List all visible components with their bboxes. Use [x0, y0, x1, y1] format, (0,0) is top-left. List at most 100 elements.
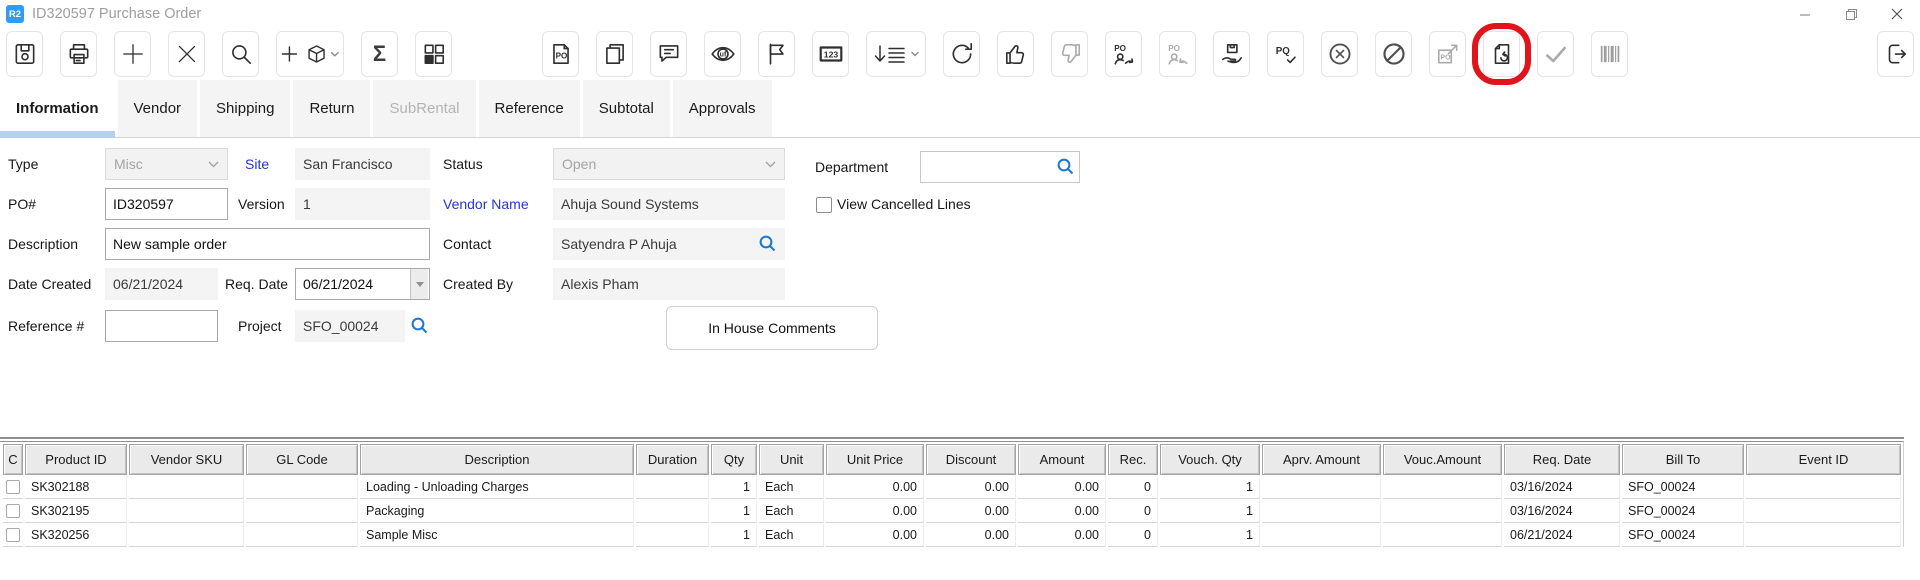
tab-return[interactable]: Return [293, 80, 371, 137]
po-revert-button[interactable]: PO [1159, 31, 1196, 77]
receive-goods-button[interactable] [1213, 31, 1250, 77]
po-number-input[interactable] [105, 188, 228, 220]
approve-thumbs-up-button[interactable] [997, 31, 1034, 77]
col-header-amount[interactable]: Amount [1018, 444, 1106, 475]
col-header-bill-to[interactable]: Bill To [1622, 444, 1744, 475]
col-header-description[interactable]: Description [360, 444, 634, 475]
delete-button[interactable] [168, 31, 205, 77]
tab-subrental: SubRental [373, 80, 476, 137]
tab-approvals[interactable]: Approvals [672, 80, 772, 137]
flag-button[interactable] [758, 31, 795, 77]
col-header-qty[interactable]: Qty [711, 444, 757, 475]
row-checkbox[interactable] [6, 480, 20, 494]
po-document-icon: PO [552, 43, 569, 65]
col-header-product-id[interactable]: Product ID [25, 444, 127, 475]
reference-number-input[interactable] [105, 310, 218, 342]
po-forward-button[interactable]: PO [1105, 31, 1142, 77]
row-checkbox[interactable] [6, 528, 20, 542]
exit-button[interactable] [1877, 31, 1914, 77]
description-input[interactable] [105, 228, 430, 260]
project-search-icon[interactable] [410, 316, 429, 338]
table-row[interactable]: SK302188 Loading - Unloading Charges 1 E… [3, 476, 1903, 499]
row-checkbox[interactable] [6, 504, 20, 518]
cell-duration [636, 500, 709, 523]
col-header-unit[interactable]: Unit [759, 444, 824, 475]
add-product-cube-icon [281, 45, 339, 63]
barcode-button[interactable] [1591, 31, 1628, 77]
department-input[interactable] [920, 151, 1080, 183]
uf-view-button[interactable]: uf [704, 31, 741, 77]
sum-button[interactable]: Σ [361, 31, 398, 77]
grid-header-row: C Product ID Vendor SKU GL Code Descript… [3, 444, 1903, 475]
comment-button[interactable] [650, 31, 687, 77]
cell-description: Loading - Unloading Charges [360, 476, 634, 499]
minimize-button[interactable] [1782, 0, 1828, 28]
approve-check-button[interactable] [1537, 31, 1574, 77]
close-button[interactable] [1874, 0, 1920, 28]
col-header-req-date[interactable]: Req. Date [1504, 444, 1620, 475]
view-cancelled-checkbox[interactable] [816, 197, 832, 213]
po-export-button[interactable]: PO [1429, 31, 1466, 77]
restore-button[interactable] [1828, 0, 1874, 28]
grid-view-button[interactable] [415, 31, 452, 77]
col-header-event-id[interactable]: Event ID [1746, 444, 1901, 475]
refresh-button[interactable] [943, 31, 980, 77]
tab-vendor[interactable]: Vendor [117, 80, 198, 137]
sort-icon [874, 45, 919, 63]
cancel-circle-button[interactable] [1321, 31, 1358, 77]
tab-information[interactable]: Information [0, 80, 115, 138]
po-document-button[interactable]: PO [542, 31, 579, 77]
req-date-input[interactable] [296, 269, 410, 299]
cell-vouch-qty: 1 [1160, 476, 1260, 499]
numbering-button[interactable]: 123 [812, 31, 849, 77]
cell-req-date: 06/21/2024 [1504, 524, 1620, 547]
col-header-rec[interactable]: Rec. [1108, 444, 1158, 475]
contact-search-icon[interactable] [758, 234, 777, 256]
sort-button[interactable] [866, 31, 926, 77]
vendor-name-label[interactable]: Vendor Name [443, 196, 529, 212]
col-header-vouch-qty[interactable]: Vouch. Qty [1160, 444, 1260, 475]
site-label[interactable]: Site [245, 156, 270, 172]
cell-description: Sample Misc [360, 524, 634, 547]
tab-subtotal[interactable]: Subtotal [582, 80, 670, 137]
tab-shipping[interactable]: Shipping [200, 80, 291, 137]
date-created-label: Date Created [8, 276, 92, 292]
tab-reference[interactable]: Reference [478, 80, 580, 137]
col-header-aprv-amount[interactable]: Aprv. Amount [1262, 444, 1381, 475]
cell-gl-code [246, 524, 358, 547]
created-by-label: Created By [443, 276, 514, 292]
col-header-duration[interactable]: Duration [636, 444, 709, 475]
col-header-unit-price[interactable]: Unit Price [826, 444, 924, 475]
save-button[interactable] [6, 31, 43, 77]
cell-qty: 1 [711, 524, 757, 547]
numbers-123-icon: 123 [819, 46, 842, 62]
add-button[interactable] [114, 31, 151, 77]
pq-check-button[interactable]: PQ [1267, 31, 1304, 77]
search-button[interactable] [222, 31, 259, 77]
col-header-check[interactable]: C [3, 444, 23, 475]
cell-product-id: SK302195 [25, 500, 127, 523]
copy-button[interactable] [596, 31, 633, 77]
cell-vouc-amount [1383, 500, 1502, 523]
col-header-vouc-amount[interactable]: Vouc.Amount [1383, 444, 1502, 475]
col-header-vendor-sku[interactable]: Vendor SKU [129, 444, 244, 475]
col-header-discount[interactable]: Discount [926, 444, 1016, 475]
print-button[interactable] [60, 31, 97, 77]
cell-duration [636, 524, 709, 547]
document-return-button[interactable] [1472, 23, 1531, 85]
in-house-comments-button[interactable]: In House Comments [666, 306, 878, 350]
cell-unit-price: 0.00 [826, 524, 924, 547]
cell-amount: 0.00 [1018, 524, 1106, 547]
department-search-icon[interactable] [1056, 157, 1075, 179]
svg-text:uf: uf [719, 52, 726, 59]
svg-text:PO: PO [1114, 44, 1126, 53]
void-button[interactable] [1375, 31, 1412, 77]
req-date-dropdown-arrow[interactable] [410, 269, 428, 299]
svg-text:PO: PO [555, 51, 567, 60]
table-row[interactable]: SK302195 Packaging 1 Each 0.00 0.00 0.00… [3, 500, 1903, 523]
exit-icon [1888, 44, 1906, 64]
add-product-button[interactable] [276, 31, 344, 77]
table-row[interactable]: SK320256 Sample Misc 1 Each 0.00 0.00 0.… [3, 524, 1903, 547]
col-header-gl-code[interactable]: GL Code [246, 444, 358, 475]
reject-thumbs-down-button[interactable] [1051, 31, 1088, 77]
